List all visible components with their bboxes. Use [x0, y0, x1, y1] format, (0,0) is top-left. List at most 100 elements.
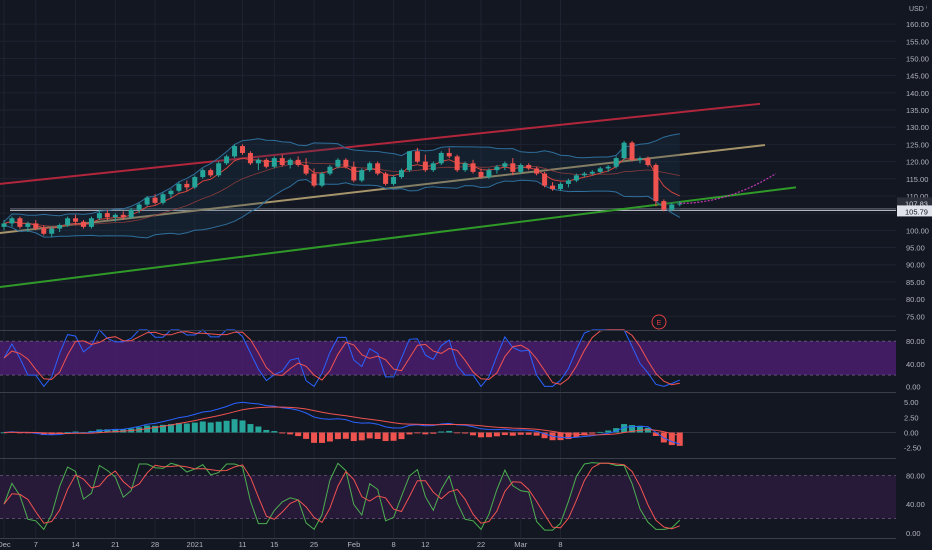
horizontal-level-line[interactable]	[10, 208, 896, 212]
candle[interactable]	[144, 195, 150, 207]
candle[interactable]	[645, 156, 651, 167]
candle[interactable]	[621, 140, 627, 160]
candle[interactable]	[391, 175, 397, 186]
candle[interactable]	[49, 226, 55, 238]
candle[interactable]	[399, 168, 404, 179]
candle[interactable]	[605, 165, 611, 172]
macd-histogram-bar	[366, 432, 373, 439]
candle[interactable]	[200, 168, 206, 179]
candle[interactable]	[446, 147, 452, 159]
candle[interactable]	[9, 216, 15, 227]
candle[interactable]	[597, 166, 603, 174]
candle[interactable]	[478, 168, 484, 179]
candle[interactable]	[406, 151, 412, 172]
candle[interactable]	[295, 156, 301, 167]
candle[interactable]	[120, 211, 126, 220]
candle[interactable]	[565, 178, 571, 188]
candle[interactable]	[486, 168, 492, 179]
candle[interactable]	[343, 158, 349, 169]
candle[interactable]	[41, 225, 47, 236]
candle[interactable]	[454, 154, 460, 172]
candle[interactable]	[33, 220, 39, 231]
candle[interactable]	[184, 180, 190, 191]
candle[interactable]	[367, 161, 373, 172]
candle[interactable]	[73, 214, 79, 226]
price-axis[interactable]: USD ⁱ 160.00 155.00 150.00 145.00 140.00 135.…	[896, 0, 932, 550]
candle[interactable]	[271, 156, 277, 169]
candle[interactable]	[653, 163, 659, 207]
candle[interactable]	[240, 144, 245, 155]
candlesticks[interactable]	[1, 140, 683, 238]
candle[interactable]	[629, 140, 635, 162]
price-axis-background	[896, 0, 932, 550]
earnings-marker[interactable]: E	[651, 314, 667, 330]
candle[interactable]	[494, 165, 500, 174]
upper-channel-trendline[interactable]	[0, 102, 761, 185]
candle[interactable]	[430, 161, 436, 172]
candle[interactable]	[677, 201, 683, 207]
candle[interactable]	[1, 220, 7, 231]
candle[interactable]	[375, 161, 381, 176]
candle[interactable]	[192, 175, 198, 190]
candle[interactable]	[613, 156, 619, 169]
candle[interactable]	[208, 168, 214, 178]
candle[interactable]	[247, 151, 253, 165]
time-axis[interactable]: Dec 7 14 21 28 2021 11 15 25 Feb 8 12 22 Mar 8	[0, 539, 896, 550]
candle[interactable]	[422, 154, 428, 172]
candle[interactable]	[112, 213, 118, 222]
candle[interactable]	[25, 221, 31, 233]
candle[interactable]	[311, 168, 317, 188]
candle[interactable]	[518, 163, 524, 174]
candle[interactable]	[160, 192, 166, 205]
candle[interactable]	[534, 166, 540, 176]
candle[interactable]	[224, 154, 230, 165]
candle[interactable]	[152, 194, 158, 205]
candle[interactable]	[128, 207, 134, 219]
candle[interactable]	[502, 161, 508, 171]
macd-pane[interactable]	[0, 401, 896, 446]
candle[interactable]	[319, 171, 325, 188]
candle[interactable]	[327, 165, 333, 176]
candle[interactable]	[438, 151, 444, 165]
candle[interactable]	[581, 171, 587, 178]
candle[interactable]	[510, 158, 516, 176]
candle[interactable]	[287, 158, 293, 169]
candle[interactable]	[263, 158, 269, 169]
candle[interactable]	[17, 216, 23, 229]
stoch-rsi-pane[interactable]	[3, 329, 680, 388]
candle[interactable]	[558, 182, 563, 191]
candle[interactable]	[335, 158, 341, 169]
candle[interactable]	[168, 189, 174, 198]
candle[interactable]	[359, 168, 365, 183]
rsi-stoch-pane[interactable]	[3, 462, 681, 531]
candle[interactable]	[383, 171, 389, 186]
candle[interactable]	[637, 156, 643, 164]
candle[interactable]	[65, 216, 71, 227]
candle[interactable]	[176, 182, 182, 193]
candle[interactable]	[414, 147, 420, 164]
candle[interactable]	[104, 209, 110, 220]
candle[interactable]	[573, 173, 579, 183]
candle[interactable]	[661, 199, 667, 212]
candle[interactable]	[669, 202, 675, 212]
candle[interactable]	[136, 202, 142, 214]
candle[interactable]	[216, 161, 222, 178]
currency-menu-icon[interactable]: ⁱ	[926, 5, 927, 13]
candle[interactable]	[462, 161, 468, 172]
candle[interactable]	[303, 158, 309, 176]
candle[interactable]	[57, 223, 63, 233]
candle[interactable]	[470, 159, 476, 174]
main-pane[interactable]	[0, 102, 896, 289]
candle[interactable]	[542, 171, 548, 188]
candle[interactable]	[550, 182, 556, 191]
candle[interactable]	[88, 216, 94, 229]
candle[interactable]	[81, 220, 86, 229]
candle[interactable]	[589, 170, 595, 176]
candle[interactable]	[232, 144, 238, 159]
candle[interactable]	[351, 161, 357, 183]
candle[interactable]	[526, 163, 532, 171]
candle[interactable]	[96, 209, 102, 220]
candle[interactable]	[279, 154, 285, 167]
candle[interactable]	[255, 158, 261, 171]
